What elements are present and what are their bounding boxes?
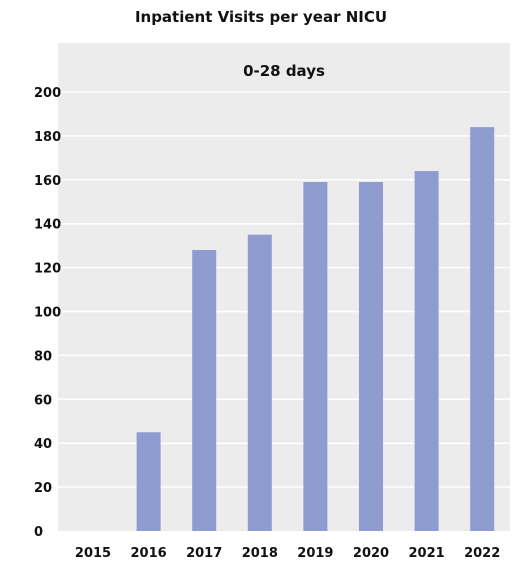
y-tick-label: 60	[34, 393, 52, 408]
y-tick-label: 20	[34, 481, 52, 496]
x-tick-label: 2021	[409, 546, 445, 561]
bar-2016	[136, 432, 161, 531]
bar-2020	[359, 181, 383, 531]
x-tick-label: 2020	[353, 546, 389, 561]
y-tick-label: 200	[34, 86, 61, 101]
bar-2022	[470, 127, 495, 532]
y-tick-label: 80	[34, 349, 52, 364]
y-tick-label: 180	[34, 130, 61, 145]
chart-title: Inpatient Visits per year NICU	[134, 8, 388, 26]
x-axis-ticks: 2015 2016 2017 2018 2019 2020 2021 2022	[75, 546, 500, 561]
bar-2017	[192, 250, 217, 532]
bar-2019	[303, 181, 328, 531]
x-tick-label: 2017	[186, 546, 222, 561]
chart-subtitle: 0-28 days	[243, 62, 325, 80]
bars	[136, 127, 495, 532]
y-tick-label: 120	[34, 262, 61, 277]
bar-2021	[414, 171, 439, 531]
x-tick-label: 2019	[297, 546, 333, 561]
y-tick-label: 0	[34, 525, 43, 540]
x-tick-label: 2018	[242, 546, 278, 561]
y-tick-label: 140	[34, 218, 61, 233]
plot-background	[58, 43, 510, 531]
y-tick-label: 100	[34, 306, 61, 321]
x-tick-label: 2015	[75, 546, 111, 561]
x-tick-label: 2022	[464, 546, 500, 561]
bar-2018	[247, 234, 272, 532]
y-tick-label: 40	[34, 437, 52, 452]
x-tick-label: 2016	[131, 546, 167, 561]
y-tick-label: 160	[34, 174, 61, 189]
y-axis-ticks: 0 20 40 60 80 100 120 140 160 180 200	[34, 86, 61, 540]
